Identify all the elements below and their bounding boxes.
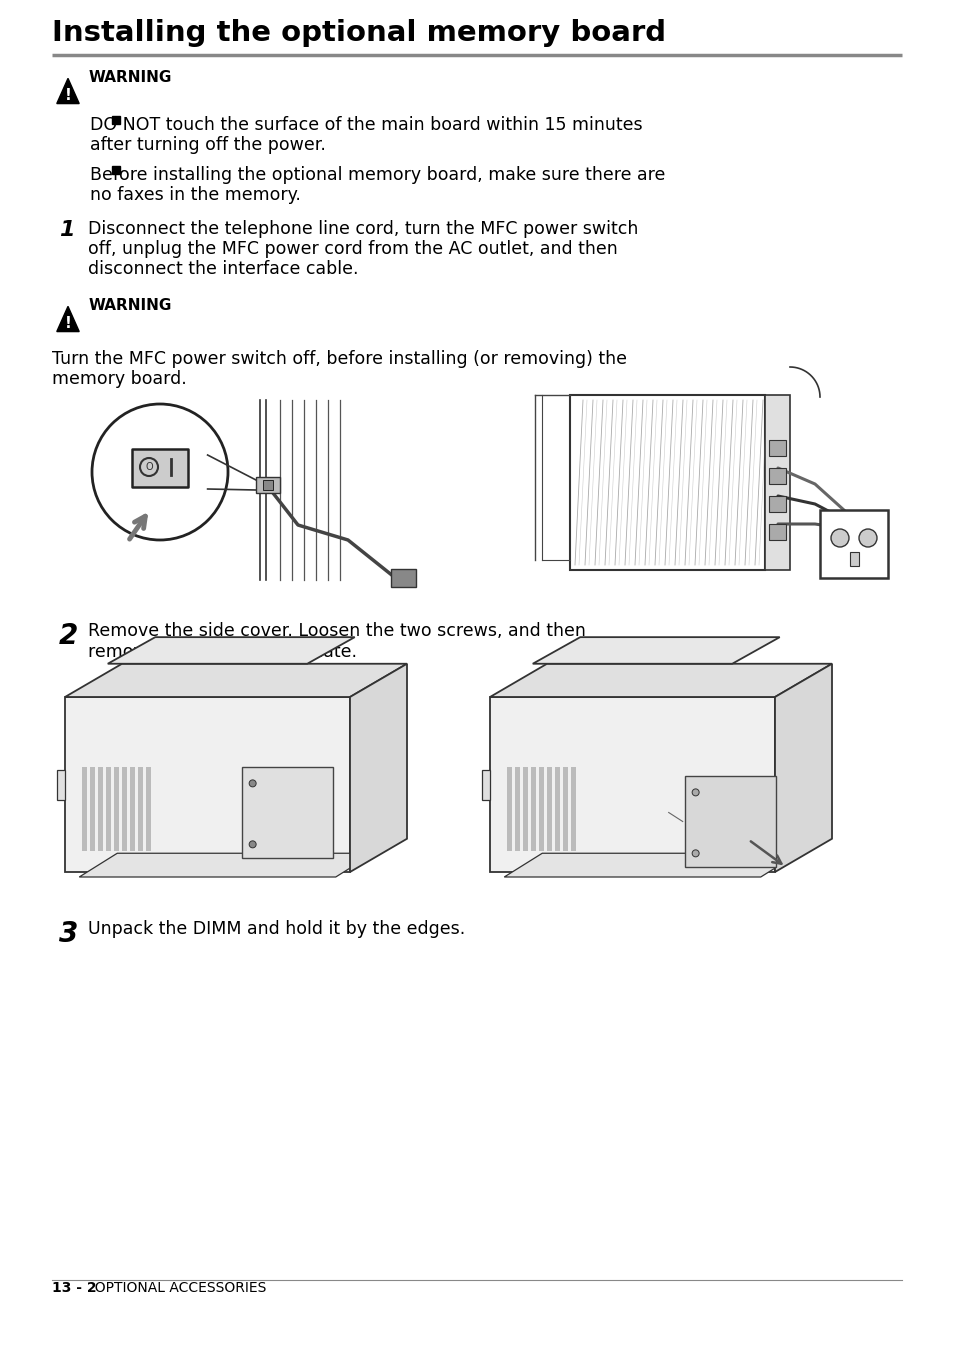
Text: memory board.: memory board.	[52, 370, 187, 388]
Bar	[98, 767, 103, 850]
Bar	[768, 468, 785, 484]
Bar	[515, 767, 519, 850]
Bar	[555, 767, 559, 850]
Bar	[764, 395, 789, 571]
Bar	[263, 480, 273, 489]
Text: remove the metal shield plate.: remove the metal shield plate.	[88, 644, 356, 661]
Bar	[112, 166, 120, 174]
Bar	[531, 767, 536, 850]
Text: 2: 2	[59, 622, 78, 650]
Bar	[122, 767, 127, 850]
Bar	[130, 767, 135, 850]
Bar	[571, 767, 576, 850]
Text: OPTIONAL ACCESSORIES: OPTIONAL ACCESSORIES	[86, 1280, 266, 1295]
Bar	[562, 767, 567, 850]
Polygon shape	[65, 698, 350, 872]
Text: after turning off the power.: after turning off the power.	[90, 137, 326, 154]
Bar	[768, 439, 785, 456]
Text: WARNING: WARNING	[89, 70, 172, 85]
Bar	[820, 510, 887, 579]
Bar	[849, 552, 858, 566]
Text: Disconnect the telephone line cord, turn the MFC power switch: Disconnect the telephone line cord, turn…	[88, 220, 638, 238]
Text: off, unplug the MFC power cord from the AC outlet, and then: off, unplug the MFC power cord from the …	[88, 241, 618, 258]
Text: O: O	[145, 462, 152, 472]
Bar	[522, 767, 528, 850]
Text: DO NOT touch the surface of the main board within 15 minutes: DO NOT touch the surface of the main boa…	[90, 116, 642, 134]
Text: Remove the side cover. Loosen the two screws, and then: Remove the side cover. Loosen the two sc…	[88, 622, 585, 639]
Bar	[546, 767, 552, 850]
Text: 1: 1	[59, 220, 74, 241]
Polygon shape	[490, 698, 774, 872]
Text: I: I	[170, 462, 172, 472]
Bar	[255, 477, 280, 493]
Polygon shape	[774, 664, 831, 872]
Bar	[146, 767, 151, 850]
Bar	[538, 767, 543, 850]
Text: Before installing the optional memory board, make sure there are: Before installing the optional memory bo…	[90, 166, 664, 184]
Bar	[241, 767, 333, 859]
Circle shape	[692, 788, 699, 796]
Bar	[391, 569, 416, 587]
Text: 3: 3	[59, 919, 78, 948]
Circle shape	[830, 529, 848, 548]
Polygon shape	[108, 637, 355, 664]
Bar	[768, 496, 785, 512]
Text: !: !	[65, 315, 71, 330]
Circle shape	[249, 780, 255, 787]
Text: WARNING: WARNING	[89, 297, 172, 314]
Text: disconnect the interface cable.: disconnect the interface cable.	[88, 260, 358, 279]
Text: no faxes in the memory.: no faxes in the memory.	[90, 187, 300, 204]
Bar	[82, 767, 87, 850]
Bar	[569, 395, 764, 571]
Bar	[106, 767, 111, 850]
Text: !: !	[65, 88, 71, 103]
Polygon shape	[532, 637, 779, 664]
Text: Turn the MFC power switch off, before installing (or removing) the: Turn the MFC power switch off, before in…	[52, 350, 626, 368]
Bar	[132, 449, 188, 487]
Polygon shape	[57, 307, 79, 331]
Text: Installing the optional memory board: Installing the optional memory board	[52, 19, 665, 47]
Polygon shape	[350, 664, 407, 872]
Circle shape	[858, 529, 876, 548]
Bar	[114, 767, 119, 850]
Polygon shape	[65, 664, 407, 698]
Bar	[507, 767, 512, 850]
Bar	[138, 767, 143, 850]
Text: 13 - 2: 13 - 2	[52, 1280, 96, 1295]
Circle shape	[249, 841, 255, 848]
Circle shape	[692, 850, 699, 857]
Polygon shape	[57, 78, 79, 104]
Text: Unpack the DIMM and hold it by the edges.: Unpack the DIMM and hold it by the edges…	[88, 919, 465, 938]
Bar	[768, 525, 785, 539]
Polygon shape	[490, 664, 831, 698]
Bar	[90, 767, 95, 850]
Bar	[112, 116, 120, 124]
Bar	[684, 776, 775, 867]
Polygon shape	[481, 769, 490, 799]
Polygon shape	[504, 853, 798, 877]
Polygon shape	[57, 769, 65, 799]
Polygon shape	[79, 853, 374, 877]
